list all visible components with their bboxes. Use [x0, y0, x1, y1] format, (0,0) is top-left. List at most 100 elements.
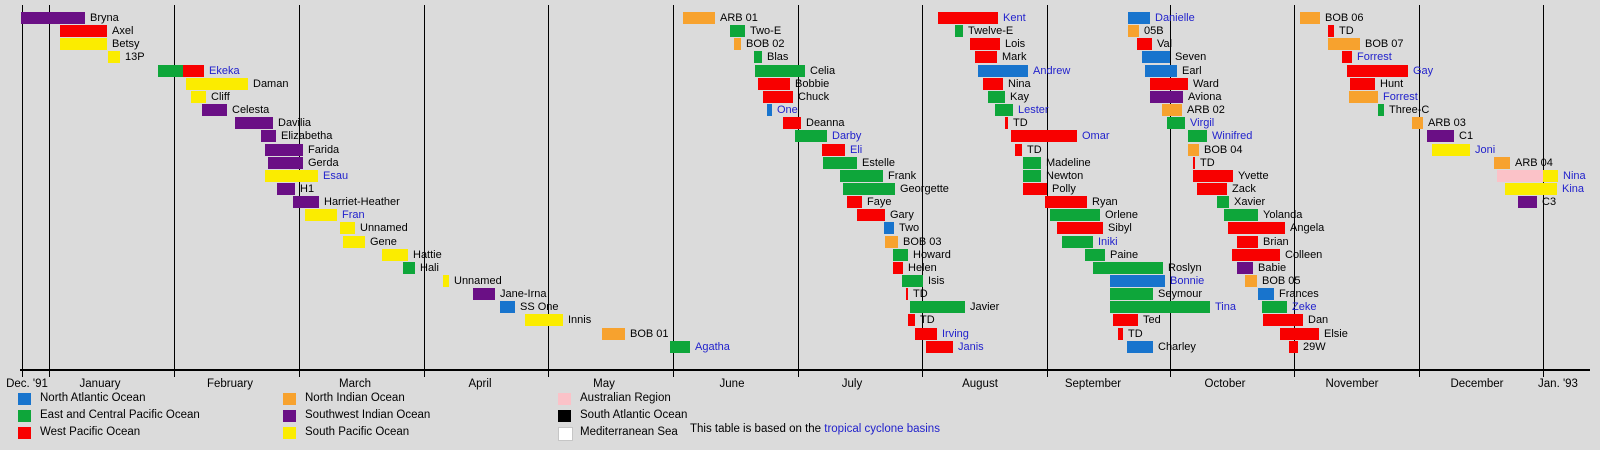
storm-link-label[interactable]: Kent: [1003, 12, 1026, 24]
storm-bar-wp: [1228, 222, 1285, 235]
storm-label: BOB 04: [1204, 143, 1243, 156]
storm-link-label[interactable]: Janis: [958, 340, 984, 353]
storm-bar-si: [1237, 261, 1253, 274]
storm-label: Hunt: [1380, 77, 1404, 90]
storm-bar-ep: [1050, 209, 1100, 222]
storm-bar-wp: [970, 38, 1000, 51]
storm-bar-wp: [975, 51, 997, 64]
month-label: September: [1064, 378, 1122, 390]
storm-link-label[interactable]: Kina: [1562, 182, 1585, 195]
storm-bar-wp: [1015, 143, 1022, 156]
storm-label: Earl: [1182, 64, 1202, 77]
storm-link-label[interactable]: Darby: [832, 130, 862, 143]
storm-label: Two-E: [750, 25, 782, 38]
month-label: March: [339, 378, 371, 390]
storm-label: Charley: [1158, 340, 1196, 353]
storm-bar-wp: [1237, 235, 1258, 248]
month-gridline: [1170, 5, 1171, 369]
storm-bar-wp: [857, 209, 885, 222]
storm-bar-si: [293, 196, 319, 209]
storm-bar-na: [1110, 275, 1165, 287]
footnote: This table is based on the tropical cycl…: [690, 423, 940, 435]
storm-bar-sp: [60, 38, 107, 51]
storm-link-label[interactable]: Nina: [1563, 169, 1586, 182]
storm-bar-wp: [1289, 340, 1298, 353]
storm-link-label[interactable]: Agatha: [695, 340, 730, 353]
storm-bar-sp: [343, 235, 365, 248]
axis-tick: [49, 369, 50, 377]
storm-bar-si: [1427, 130, 1454, 143]
footnote-link-tropical-cyclone-basins[interactable]: tropical cyclone basins: [824, 423, 940, 435]
storm-bar-wp: [1263, 314, 1303, 327]
storm-label: 13P: [125, 51, 145, 64]
storm-link-label[interactable]: Lester: [1018, 104, 1049, 117]
storm-label: TD: [913, 288, 928, 301]
storm-link-label[interactable]: Fran: [342, 209, 365, 222]
storm-label: Jane-Irna: [500, 288, 547, 301]
storm-bar-ep: [823, 156, 857, 169]
storm-bar-ep: [988, 90, 1005, 103]
storm-bar-wp: [1005, 117, 1008, 130]
storm-label: Kay: [1010, 90, 1029, 103]
legend-swatch-med: [558, 427, 573, 441]
legend-label-sp: South Pacific Ocean: [305, 426, 410, 438]
storm-link-label[interactable]: Eli: [850, 143, 863, 156]
storm-label: BOB 06: [1325, 12, 1364, 24]
storm-label: ARB 01: [720, 12, 758, 24]
storm-bar-ni: [1494, 156, 1510, 169]
storm-bar-wp: [183, 64, 204, 77]
storm-bar-ni: [1412, 117, 1423, 130]
storm-bar-ep: [902, 275, 923, 287]
storm-link-label[interactable]: Virgil: [1190, 117, 1215, 130]
storm-link-label[interactable]: Esau: [323, 169, 349, 182]
legend-label-ni: North Indian Ocean: [305, 392, 405, 404]
storm-label: Javier: [970, 301, 1000, 314]
storm-bar-na: [1142, 51, 1170, 64]
storm-bar-ep: [730, 25, 745, 38]
storm-bar-ni: [734, 38, 741, 51]
storm-link-label[interactable]: Gay: [1413, 64, 1434, 77]
storm-link-label[interactable]: Andrew: [1033, 64, 1071, 77]
storm-link-label[interactable]: Omar: [1082, 130, 1110, 143]
storm-label: Polly: [1052, 182, 1076, 195]
storm-link-label[interactable]: Joni: [1475, 143, 1496, 156]
storm-link-label[interactable]: Winifred: [1212, 130, 1253, 143]
storm-link-label[interactable]: Forrest: [1383, 90, 1418, 103]
storm-label: BOB 01: [630, 327, 669, 340]
storm-label: Innis: [568, 314, 592, 327]
storm-link-label[interactable]: Iniki: [1098, 235, 1118, 248]
legend-swatch-sa: [558, 410, 571, 422]
axis-tick: [1543, 369, 1544, 377]
storm-link-label[interactable]: Forrest: [1357, 51, 1392, 64]
storm-label: Frances: [1279, 288, 1319, 301]
storm-label: Axel: [112, 25, 134, 38]
storm-bar-ni: [602, 327, 625, 340]
storm-bar-wp: [1118, 327, 1123, 340]
storm-label: Unnamed: [454, 275, 502, 287]
storm-link-label[interactable]: Bonnie: [1170, 275, 1205, 287]
storm-bar-wp: [1280, 327, 1319, 340]
storm-link-label[interactable]: Ekeka: [209, 64, 240, 77]
storm-link-label[interactable]: One: [777, 104, 798, 117]
storm-bar-wp: [1193, 169, 1233, 182]
axis-tick: [1170, 369, 1171, 377]
month-gridline: [1419, 5, 1420, 369]
storm-link-label[interactable]: Danielle: [1155, 12, 1195, 24]
storm-bar-ep: [1110, 301, 1210, 314]
month-gridline: [49, 5, 50, 369]
storm-link-label[interactable]: Irving: [942, 327, 969, 340]
legend-label-med: Mediterranean Sea: [580, 426, 678, 438]
storm-link-label[interactable]: Zeke: [1292, 301, 1317, 314]
storm-label: SS One: [520, 301, 559, 314]
storm-label: Yvette: [1238, 169, 1269, 182]
storm-label: Gerda: [308, 156, 339, 169]
storm-bar-si: [202, 104, 227, 117]
axis-tick: [424, 369, 425, 377]
month-label: November: [1325, 378, 1379, 390]
storm-bar-si: [1518, 196, 1537, 209]
storm-bar-wp: [1193, 156, 1195, 169]
storm-label: Bobbie: [795, 77, 830, 90]
storm-link-label[interactable]: Tina: [1215, 301, 1236, 314]
storm-label: TD: [1339, 25, 1354, 38]
month-gridline: [673, 5, 674, 369]
